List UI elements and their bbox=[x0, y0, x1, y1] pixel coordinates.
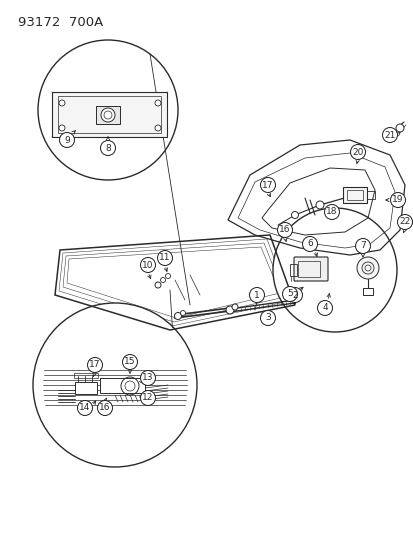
Circle shape bbox=[382, 127, 396, 142]
Text: 11: 11 bbox=[159, 254, 170, 262]
FancyBboxPatch shape bbox=[342, 187, 366, 203]
Circle shape bbox=[302, 237, 317, 252]
FancyBboxPatch shape bbox=[100, 378, 145, 393]
FancyBboxPatch shape bbox=[96, 106, 120, 124]
Text: 2: 2 bbox=[292, 290, 297, 300]
Circle shape bbox=[97, 400, 112, 416]
Circle shape bbox=[277, 222, 292, 238]
Text: 8: 8 bbox=[105, 143, 111, 152]
Circle shape bbox=[260, 177, 275, 192]
FancyBboxPatch shape bbox=[362, 288, 372, 295]
Circle shape bbox=[249, 287, 264, 303]
Circle shape bbox=[355, 238, 370, 254]
Circle shape bbox=[231, 304, 237, 310]
Text: 12: 12 bbox=[142, 393, 153, 402]
Text: 10: 10 bbox=[142, 261, 153, 270]
Circle shape bbox=[174, 312, 181, 319]
Circle shape bbox=[140, 370, 155, 385]
Circle shape bbox=[101, 108, 115, 122]
Circle shape bbox=[59, 125, 65, 131]
Text: 16: 16 bbox=[99, 403, 111, 413]
Circle shape bbox=[59, 100, 65, 106]
Circle shape bbox=[160, 278, 165, 282]
Circle shape bbox=[317, 301, 332, 316]
Text: 15: 15 bbox=[124, 358, 135, 367]
Text: 1: 1 bbox=[254, 290, 259, 300]
Text: 5: 5 bbox=[287, 289, 292, 298]
Circle shape bbox=[291, 212, 298, 219]
Circle shape bbox=[140, 391, 155, 406]
Text: 17: 17 bbox=[89, 360, 100, 369]
Circle shape bbox=[33, 303, 197, 467]
Text: 18: 18 bbox=[325, 207, 337, 216]
Circle shape bbox=[315, 201, 323, 209]
FancyBboxPatch shape bbox=[75, 382, 97, 394]
Text: 7: 7 bbox=[359, 241, 365, 251]
Circle shape bbox=[389, 192, 404, 207]
Text: 13: 13 bbox=[142, 374, 153, 383]
Circle shape bbox=[77, 400, 92, 416]
Text: 16: 16 bbox=[279, 225, 290, 235]
Circle shape bbox=[272, 208, 396, 332]
Circle shape bbox=[87, 358, 102, 373]
Circle shape bbox=[157, 251, 172, 265]
Circle shape bbox=[225, 306, 233, 314]
Text: 93172  700A: 93172 700A bbox=[18, 16, 103, 29]
Circle shape bbox=[100, 141, 115, 156]
Text: 6: 6 bbox=[306, 239, 312, 248]
Circle shape bbox=[260, 311, 275, 326]
Circle shape bbox=[154, 282, 161, 288]
Text: 9: 9 bbox=[64, 135, 70, 144]
FancyBboxPatch shape bbox=[293, 257, 327, 281]
Text: 20: 20 bbox=[351, 148, 363, 157]
Text: 3: 3 bbox=[264, 313, 270, 322]
Circle shape bbox=[122, 354, 137, 369]
Circle shape bbox=[350, 144, 365, 159]
FancyBboxPatch shape bbox=[52, 92, 166, 137]
Circle shape bbox=[165, 273, 170, 279]
Circle shape bbox=[59, 133, 74, 148]
Circle shape bbox=[356, 257, 378, 279]
Text: 19: 19 bbox=[391, 196, 403, 205]
Text: 14: 14 bbox=[79, 403, 90, 413]
Circle shape bbox=[180, 311, 185, 316]
Circle shape bbox=[324, 205, 339, 220]
Circle shape bbox=[154, 100, 161, 106]
Text: 4: 4 bbox=[321, 303, 327, 312]
Text: 22: 22 bbox=[399, 217, 410, 227]
Circle shape bbox=[154, 125, 161, 131]
Circle shape bbox=[282, 287, 297, 302]
Circle shape bbox=[140, 257, 155, 272]
Circle shape bbox=[287, 287, 302, 303]
Text: 17: 17 bbox=[261, 181, 273, 190]
Text: 21: 21 bbox=[383, 131, 395, 140]
Circle shape bbox=[396, 214, 411, 230]
Circle shape bbox=[38, 40, 178, 180]
Circle shape bbox=[395, 124, 403, 132]
